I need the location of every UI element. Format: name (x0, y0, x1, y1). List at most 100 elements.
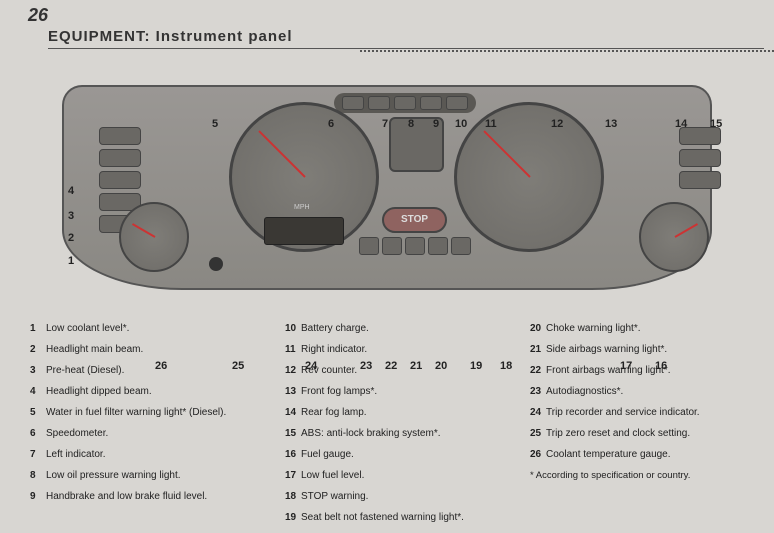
dipped-beam-icon (99, 149, 141, 167)
speedo-unit: MPH (294, 204, 310, 211)
handbrake-icon (394, 96, 416, 110)
header-title: EQUIPMENT: Instrument panel (48, 28, 764, 48)
left-indicator-icon (342, 96, 364, 110)
callout-9: 9 (433, 118, 439, 130)
preheat-icon (99, 171, 141, 189)
instrument-panel: MPH STOP (62, 85, 712, 290)
legend-num: 2 (30, 344, 46, 356)
autodiag-icon (359, 237, 379, 255)
legend-item-6: 6Speedometer. (30, 428, 270, 440)
legend-item-24: 24Trip recorder and service indicator. (530, 407, 760, 419)
airbag-front-icon (382, 237, 402, 255)
fuel-gauge (639, 202, 709, 272)
page-header: EQUIPMENT: Instrument panel (48, 28, 764, 49)
legend-text: Seat belt not fastened warning light*. (301, 512, 464, 523)
legend-text: Low fuel level. (301, 470, 364, 481)
legend-text: Choke warning light*. (546, 323, 641, 334)
speedo-needle (258, 130, 305, 177)
legend-text: Handbrake and low brake fluid level. (46, 491, 207, 502)
top-indicator-row (334, 93, 476, 113)
legend-item-14: 14Rear fog lamp. (285, 407, 515, 419)
legend-text: Rear fog lamp. (301, 407, 367, 418)
legend-text: Headlight main beam. (46, 344, 143, 355)
right-indicator-cluster (679, 127, 729, 193)
legend-item-23: 23Autodiagnostics*. (530, 386, 760, 398)
legend-num: 5 (30, 407, 46, 419)
page-number: 26 (28, 5, 48, 26)
legend-text: Rev counter. (301, 365, 357, 376)
legend-num: 11 (285, 344, 301, 356)
coolant-temp-gauge (119, 202, 189, 272)
legend-footnote: * According to specification or country. (530, 470, 760, 481)
legend-num: 25 (530, 428, 546, 440)
legend-text: Trip recorder and service indicator. (546, 407, 700, 418)
odometer-display (264, 217, 344, 245)
legend-item-5: 5Water in fuel filter warning light* (Di… (30, 407, 270, 419)
legend-text: Front airbags warning light*. (546, 365, 671, 376)
diagram-area: MPH STOP 5678910111213141543212625242322… (30, 60, 750, 310)
legend-text: Autodiagnostics*. (546, 386, 623, 397)
legend-text: Water in fuel filter warning light* (Die… (46, 407, 226, 418)
legend-num: 22 (530, 365, 546, 377)
legend-num: 26 (530, 449, 546, 461)
legend-text: Headlight dipped beam. (46, 386, 152, 397)
legend-item-22: 22Front airbags warning light*. (530, 365, 760, 377)
legend-item-9: 9Handbrake and low brake fluid level. (30, 491, 270, 503)
legend-item-20: 20Choke warning light*. (530, 323, 760, 335)
legend-item-12: 12Rev counter. (285, 365, 515, 377)
legend-item-3: 3Pre-heat (Diesel). (30, 365, 270, 377)
choke-icon (428, 237, 448, 255)
legend-text: ABS: anti-lock braking system*. (301, 428, 441, 439)
legend-num: 8 (30, 470, 46, 482)
callout-11: 11 (485, 118, 497, 130)
legend-num: 4 (30, 386, 46, 398)
legend-column-3: 20Choke warning light*. 21Side airbags wa… (530, 323, 760, 481)
callout-3: 3 (68, 210, 74, 222)
bottom-indicator-row (359, 237, 471, 255)
legend-num: 17 (285, 470, 301, 482)
legend-text: Left indicator. (46, 449, 105, 460)
legend-text: Side airbags warning light*. (546, 344, 667, 355)
right-indicator-icon (446, 96, 468, 110)
legend-item-7: 7Left indicator. (30, 449, 270, 461)
water-fuel-icon (99, 127, 141, 145)
legend-num: 6 (30, 428, 46, 440)
legend-item-21: 21Side airbags warning light*. (530, 344, 760, 356)
airbag-side-icon (405, 237, 425, 255)
legend-num: 3 (30, 365, 46, 377)
legend-num: 10 (285, 323, 301, 335)
callout-2: 2 (68, 232, 74, 244)
tacho-needle (483, 130, 530, 177)
legend-item-15: 15ABS: anti-lock braking system*. (285, 428, 515, 440)
legend-text: Battery charge. (301, 323, 369, 334)
battery-icon (420, 96, 442, 110)
legend-item-18: 18STOP warning. (285, 491, 515, 503)
callout-6: 6 (328, 118, 334, 130)
legend-item-8: 8Low oil pressure warning light. (30, 470, 270, 482)
legend-item-11: 11Right indicator. (285, 344, 515, 356)
trip-reset-button (209, 257, 223, 271)
fuel-needle (675, 223, 699, 238)
legend-item-16: 16Fuel gauge. (285, 449, 515, 461)
legend-column-2: 10Battery charge. 11Right indicator. 12Rev… (285, 323, 515, 533)
legend-text: Pre-heat (Diesel). (46, 365, 124, 376)
legend-num: 23 (530, 386, 546, 398)
callout-1: 1 (68, 255, 74, 267)
legend-text: Fuel gauge. (301, 449, 354, 460)
legend-text: Front fog lamps*. (301, 386, 377, 397)
header-dotted-line (360, 50, 774, 52)
legend-text: STOP warning. (301, 491, 368, 502)
callout-12: 12 (551, 118, 563, 130)
legend-num: 19 (285, 512, 301, 524)
legend-text: Trip zero reset and clock setting. (546, 428, 690, 439)
legend-num: 18 (285, 491, 301, 503)
callout-7: 7 (382, 118, 388, 130)
legend-num: 16 (285, 449, 301, 461)
callout-13: 13 (605, 118, 617, 130)
legend-text: Low coolant level*. (46, 323, 129, 334)
legend-text: Low oil pressure warning light. (46, 470, 181, 481)
legend-num: 20 (530, 323, 546, 335)
legend-item-10: 10Battery charge. (285, 323, 515, 335)
callout-4: 4 (68, 185, 74, 197)
legend-item-25: 25Trip zero reset and clock setting. (530, 428, 760, 440)
